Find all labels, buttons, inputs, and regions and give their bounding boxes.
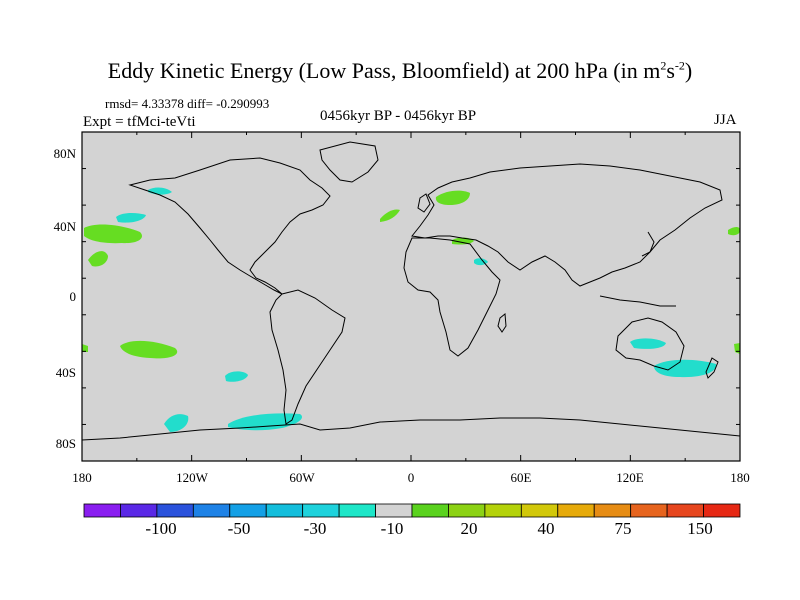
lon-tick-label: 60W	[289, 470, 315, 485]
colorbar-labels: -100 -50 -30 -10 20 40 75 150	[145, 519, 712, 538]
colorbar-label: 150	[687, 519, 713, 538]
coast-south-america	[269, 289, 346, 425]
anomaly-west-edge-green	[82, 344, 88, 352]
colorbar-swatch	[338, 503, 376, 518]
colorbar-swatch	[520, 503, 559, 518]
colorbar-label: -50	[228, 519, 251, 538]
map-background	[82, 132, 740, 461]
anomaly-atlantic-green	[380, 209, 400, 222]
anomaly-spacific-cyan	[225, 371, 248, 382]
colorbar-label: -10	[381, 519, 404, 538]
coast-japan	[641, 231, 655, 257]
lat-tick-label: 80S	[56, 436, 76, 451]
coast-uk	[417, 193, 431, 213]
coast-africa	[403, 237, 501, 357]
anomaly-nz-cyan	[654, 359, 717, 378]
lon-tick-label: 120W	[176, 470, 209, 485]
colorbar-swatch	[448, 503, 486, 518]
colorbar-swatch	[120, 503, 158, 518]
lon-tick-label: 180	[730, 470, 750, 485]
colorbar-label: -100	[145, 519, 176, 538]
colorbar-label: -30	[304, 519, 327, 538]
coast-australia	[615, 317, 685, 371]
anomaly-europe-green	[435, 190, 470, 205]
latitude-labels: 80N 40N 0 40S 80S	[54, 146, 77, 451]
coastlines	[81, 141, 741, 441]
lat-tick-label: 80N	[54, 146, 77, 161]
axis-ticks	[81, 131, 741, 462]
negative-anomaly-regions	[116, 187, 717, 432]
coast-north-america	[128, 157, 331, 295]
coast-madagascar	[497, 313, 507, 333]
colorbar-label: 40	[538, 519, 555, 538]
season-label: JJA	[714, 112, 737, 128]
colorbar-swatch	[557, 503, 595, 518]
lat-tick-label: 40S	[56, 365, 76, 380]
map-title: Eddy Kinetic Energy (Low Pass, Bloomfiel…	[107, 58, 693, 83]
colorbar-swatch	[630, 503, 668, 518]
colorbar-swatch	[192, 503, 231, 518]
coast-antarctica	[81, 417, 741, 441]
stats-label: rmsd= 4.33378 diff= -0.290993	[105, 96, 270, 111]
anomaly-hawaii-green	[88, 251, 108, 267]
colorbar	[83, 503, 741, 518]
anomaly-npacific-cyan	[116, 212, 146, 223]
colorbar-swatch	[411, 503, 449, 518]
anomaly-east-edge-green	[728, 227, 740, 236]
colorbar-label: 20	[461, 519, 478, 538]
period-label: 0456kyr BP - 0456kyr BP	[320, 108, 477, 124]
colorbar-swatch	[265, 503, 304, 518]
colorbar-label: 75	[615, 519, 632, 538]
coast-europe-asia	[411, 163, 723, 287]
coast-new-zealand	[705, 357, 719, 379]
lon-tick-label: 0	[408, 470, 415, 485]
lat-tick-label: 0	[70, 289, 77, 304]
anomaly-south-tip-cyan	[164, 414, 189, 432]
lon-tick-label: 180	[72, 470, 92, 485]
anomaly-southern-ocean-cyan	[228, 413, 302, 431]
coast-indonesia	[599, 295, 676, 307]
colorbar-swatch	[156, 503, 194, 518]
lon-tick-label: 120E	[616, 470, 644, 485]
lon-tick-label: 60E	[511, 470, 532, 485]
colorbar-swatch	[593, 503, 632, 518]
coast-greenland	[319, 141, 379, 183]
colorbar-swatch	[302, 503, 340, 518]
anomaly-australia-cyan	[630, 338, 666, 349]
colorbar-swatch	[229, 503, 267, 518]
lat-tick-label: 40N	[54, 219, 77, 234]
colorbar-swatch	[375, 503, 413, 518]
experiment-label: Expt = tfMci-teVti	[83, 114, 196, 130]
colorbar-swatch	[484, 503, 522, 518]
anomaly-north-pacific-green	[84, 224, 142, 244]
longitude-labels: 180 120W 60W 0 60E 120E 180	[72, 470, 750, 485]
colorbar-swatch	[666, 503, 704, 518]
positive-anomaly-regions	[82, 190, 740, 359]
colorbar-swatch	[83, 503, 121, 518]
anomaly-sepacific-green	[120, 340, 178, 359]
colorbar-swatch	[703, 503, 741, 518]
